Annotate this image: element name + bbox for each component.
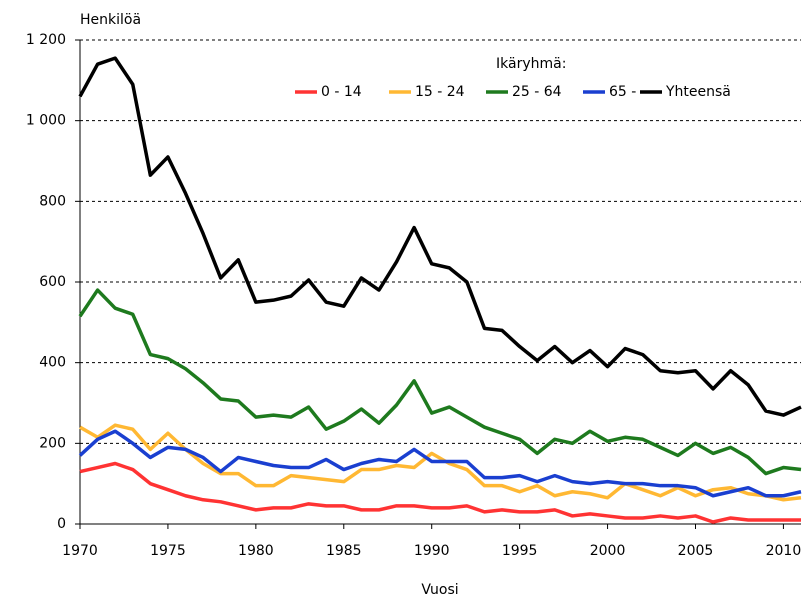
- x-axis-label: Vuosi: [421, 582, 458, 598]
- x-tick-label: 1970: [62, 543, 98, 559]
- series-line: [79, 461, 801, 524]
- legend-label: 15 - 24: [415, 84, 465, 100]
- x-tick-label: 1990: [414, 543, 450, 559]
- series-line: [78, 429, 802, 498]
- y-tick-label: 400: [39, 355, 66, 371]
- series-line: [78, 288, 802, 476]
- y-tick-label: 200: [39, 435, 66, 451]
- y-tick-label: 0: [57, 516, 66, 532]
- legend-label: Yhteensä: [665, 84, 731, 100]
- y-axis-label: Henkilöä: [80, 12, 141, 28]
- y-tick-label: 1 200: [26, 32, 66, 48]
- y-tick-label: 600: [39, 274, 66, 290]
- x-tick-label: 2010: [766, 543, 802, 559]
- legend-title: Ikäryhmä:: [496, 56, 566, 72]
- x-tick-label: 2000: [590, 543, 626, 559]
- x-tick-label: 1985: [326, 543, 362, 559]
- series-line: [78, 56, 802, 417]
- legend-label: 25 - 64: [512, 84, 562, 100]
- x-tick-label: 1975: [150, 543, 186, 559]
- series-line: [79, 423, 802, 502]
- legend-label: 65 -: [609, 84, 636, 100]
- legend-label: 0 - 14: [321, 84, 362, 100]
- y-tick-label: 800: [39, 193, 66, 209]
- x-tick-label: 2005: [678, 543, 714, 559]
- x-tick-label: 1995: [502, 543, 538, 559]
- y-tick-label: 1 000: [26, 113, 66, 129]
- x-tick-label: 1980: [238, 543, 274, 559]
